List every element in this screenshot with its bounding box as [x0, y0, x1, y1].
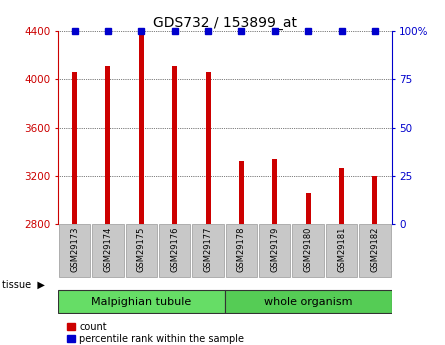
Text: GSM29182: GSM29182: [370, 227, 380, 272]
Bar: [226, 224, 257, 277]
Bar: [339, 168, 344, 224]
Bar: [326, 224, 357, 277]
Bar: [306, 193, 311, 224]
Text: GSM29175: GSM29175: [137, 227, 146, 272]
Legend: count, percentile rank within the sample: count, percentile rank within the sample: [63, 318, 248, 345]
Text: GSM29177: GSM29177: [203, 227, 213, 273]
Bar: [125, 224, 157, 277]
Text: GSM29178: GSM29178: [237, 227, 246, 273]
Bar: [292, 224, 324, 277]
Text: GSM29181: GSM29181: [337, 227, 346, 272]
Text: GSM29176: GSM29176: [170, 227, 179, 273]
Text: GSM29173: GSM29173: [70, 227, 79, 273]
Bar: [372, 176, 377, 224]
Bar: [206, 72, 210, 224]
Bar: [105, 66, 110, 224]
Text: tissue  ▶: tissue ▶: [2, 280, 45, 290]
Bar: [59, 224, 90, 277]
Bar: [72, 72, 77, 224]
Bar: [225, 290, 392, 313]
Bar: [172, 66, 177, 224]
Title: GDS732 / 153899_at: GDS732 / 153899_at: [153, 16, 297, 30]
Text: GSM29174: GSM29174: [103, 227, 113, 272]
Text: GSM29180: GSM29180: [303, 227, 313, 272]
Bar: [139, 32, 144, 224]
Bar: [159, 224, 190, 277]
Text: Malpighian tubule: Malpighian tubule: [91, 297, 191, 307]
Text: GSM29179: GSM29179: [270, 227, 279, 272]
Bar: [272, 159, 277, 224]
Bar: [259, 224, 291, 277]
Bar: [192, 224, 224, 277]
Bar: [239, 161, 244, 224]
Bar: [92, 224, 124, 277]
Bar: [58, 290, 225, 313]
Bar: [359, 224, 391, 277]
Text: whole organism: whole organism: [264, 297, 352, 307]
